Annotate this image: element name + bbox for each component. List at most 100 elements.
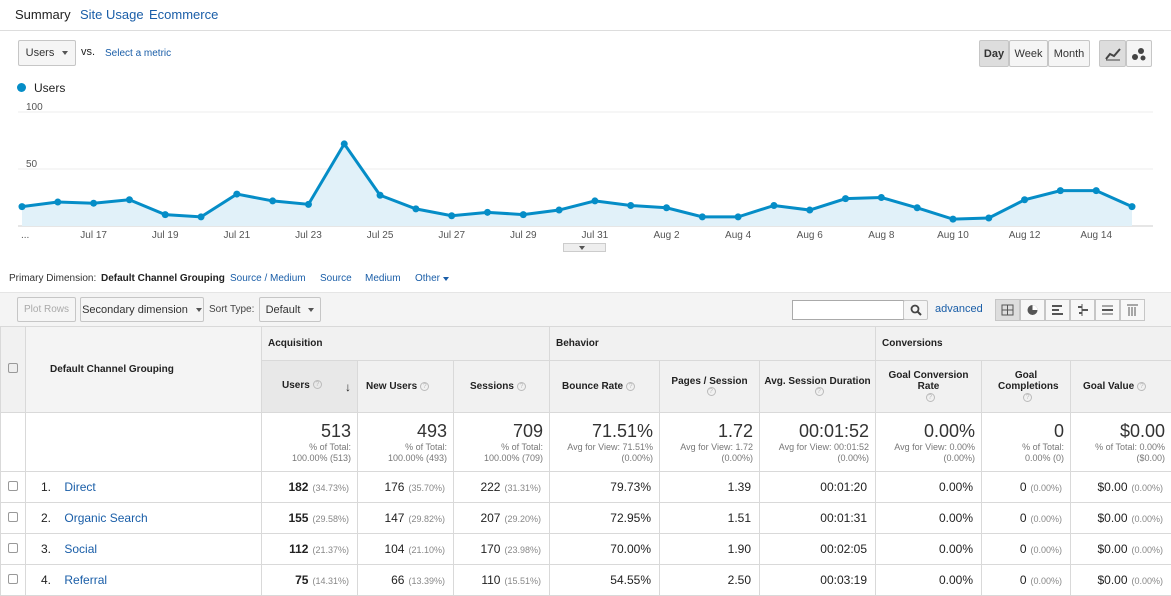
help-icon[interactable]: ? (1023, 393, 1032, 402)
header-users[interactable]: Users?↓ (262, 361, 358, 413)
search-icon (910, 304, 922, 316)
chart-data-point[interactable] (735, 213, 742, 220)
header-goal-conversion-rate[interactable]: Goal Conversion Rate? (876, 361, 982, 413)
chart-data-point[interactable] (520, 211, 527, 218)
chart-data-point[interactable] (949, 216, 956, 223)
table-search-input[interactable] (792, 300, 904, 320)
header-pages-session[interactable]: Pages / Session? (660, 361, 760, 413)
plot-rows-button[interactable]: Plot Rows (17, 297, 76, 322)
row-checkbox[interactable] (8, 543, 18, 553)
chart-data-point[interactable] (770, 202, 777, 209)
chart-data-point[interactable] (126, 196, 133, 203)
header-new-users[interactable]: New Users? (358, 361, 454, 413)
chart-data-point[interactable] (842, 195, 849, 202)
header-sessions[interactable]: Sessions? (454, 361, 550, 413)
chart-resize-handle[interactable] (563, 243, 606, 252)
chart-data-point[interactable] (19, 203, 26, 210)
header-goal-completions[interactable]: Goal Completions? (982, 361, 1071, 413)
chart-data-point[interactable] (591, 197, 598, 204)
tab-summary[interactable]: Summary (15, 7, 71, 22)
chart-data-point[interactable] (914, 204, 921, 211)
view-table-button[interactable] (995, 299, 1020, 321)
dimension-other-label: Other (415, 273, 440, 284)
help-icon[interactable]: ? (313, 380, 322, 389)
channel-link[interactable]: Referral (64, 573, 107, 587)
chart-data-point[interactable] (1021, 196, 1028, 203)
chart-data-point[interactable] (878, 194, 885, 201)
chart-data-point[interactable] (663, 204, 670, 211)
view-comparison-button[interactable] (1070, 299, 1095, 321)
header-bounce-rate[interactable]: Bounce Rate? (550, 361, 660, 413)
chart-data-point[interactable] (305, 201, 312, 208)
channel-link[interactable]: Organic Search (64, 511, 147, 525)
chart-data-point[interactable] (233, 191, 240, 198)
help-icon[interactable]: ? (1137, 382, 1146, 391)
chart-data-point[interactable] (198, 213, 205, 220)
help-icon[interactable]: ? (815, 387, 824, 396)
view-term-cloud-button[interactable] (1095, 299, 1120, 321)
help-icon[interactable]: ? (517, 382, 526, 391)
row-checkbox[interactable] (8, 512, 18, 522)
help-icon[interactable]: ? (626, 382, 635, 391)
chart-data-point[interactable] (806, 207, 813, 214)
dimension-medium[interactable]: Medium (365, 273, 401, 284)
chart-data-point[interactable] (341, 140, 348, 147)
header-avg-session-duration[interactable]: Avg. Session Duration? (760, 361, 876, 413)
week-button[interactable]: Week (1009, 40, 1048, 67)
help-icon[interactable]: ? (707, 387, 716, 396)
dimension-source-medium[interactable]: Source / Medium (230, 273, 306, 284)
pie-chart-icon (1021, 300, 1044, 320)
chart-data-point[interactable] (1129, 203, 1136, 210)
metric-dropdown[interactable]: Users (18, 40, 76, 66)
goal-value-value: $0.00 (1098, 573, 1128, 587)
chart-data-point[interactable] (484, 209, 491, 216)
chart-data-point[interactable] (1057, 187, 1064, 194)
help-icon[interactable]: ? (926, 393, 935, 402)
channel-link[interactable]: Direct (64, 480, 95, 494)
chart-data-point[interactable] (90, 200, 97, 207)
tab-ecommerce[interactable]: Ecommerce (149, 7, 218, 22)
row-channel-cell: 3. Social (26, 534, 262, 565)
motion-chart-button[interactable] (1126, 40, 1152, 67)
row-checkbox[interactable] (8, 481, 18, 491)
secondary-dimension-dropdown[interactable]: Secondary dimension (80, 297, 204, 322)
chart-data-point[interactable] (985, 215, 992, 222)
view-pivot-button[interactable] (1120, 299, 1145, 321)
goal-value-percent: (0.00%) (1132, 483, 1164, 493)
row-index: 2. (41, 511, 51, 525)
help-icon[interactable]: ? (420, 382, 429, 391)
tab-site-usage[interactable]: Site Usage (80, 7, 144, 22)
select-metric-link[interactable]: Select a metric (105, 48, 171, 59)
search-button[interactable] (903, 300, 928, 320)
sort-type-dropdown[interactable]: Default (259, 297, 321, 322)
day-button[interactable]: Day (979, 40, 1009, 67)
select-all-checkbox[interactable] (8, 363, 18, 373)
header-goal-value[interactable]: Goal Value? (1071, 361, 1171, 413)
chart-data-point[interactable] (1093, 187, 1100, 194)
view-performance-button[interactable] (1045, 299, 1070, 321)
chart-data-point[interactable] (627, 202, 634, 209)
channel-link[interactable]: Social (64, 542, 97, 556)
chart-data-point[interactable] (377, 192, 384, 199)
dimension-source[interactable]: Source (320, 273, 352, 284)
grid-icon (996, 300, 1019, 320)
dimension-other[interactable]: Other (415, 273, 449, 284)
chart-data-point[interactable] (162, 211, 169, 218)
advanced-filter-link[interactable]: advanced (935, 303, 983, 315)
chart-data-point[interactable] (448, 212, 455, 219)
row-checkbox[interactable] (8, 574, 18, 584)
chart-data-point[interactable] (269, 197, 276, 204)
chart-data-point[interactable] (556, 207, 563, 214)
header-channel-grouping[interactable]: Default Channel Grouping (26, 327, 262, 413)
goal-completions-value: 0 (1020, 511, 1027, 525)
view-pie-button[interactable] (1020, 299, 1045, 321)
month-button[interactable]: Month (1048, 40, 1090, 67)
chart-data-point[interactable] (699, 213, 706, 220)
chart-data-point[interactable] (412, 205, 419, 212)
line-chart-button[interactable] (1099, 40, 1126, 67)
chart-data-point[interactable] (54, 199, 61, 206)
